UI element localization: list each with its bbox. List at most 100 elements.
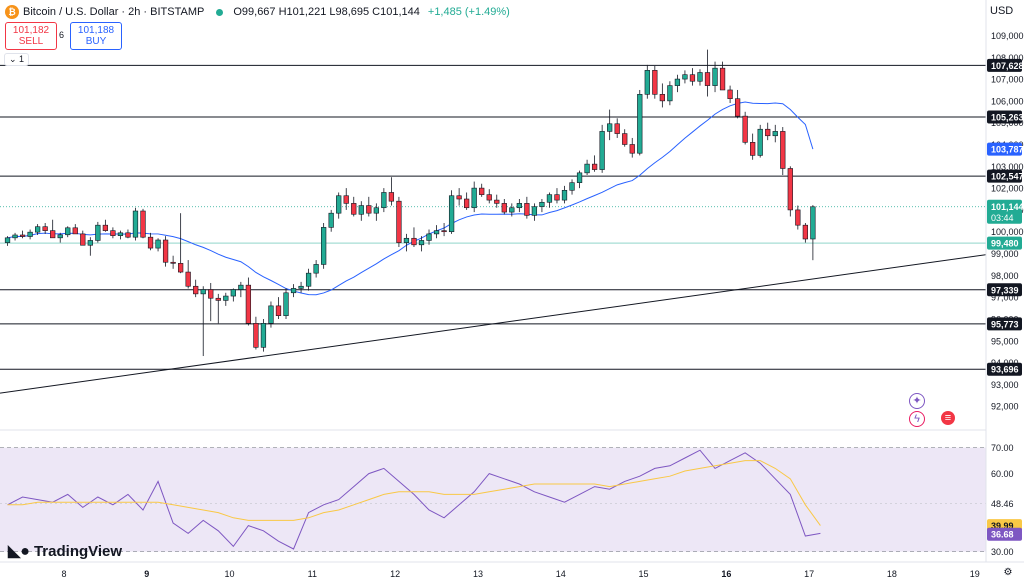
candle-body [208, 289, 214, 299]
sell-label: SELL [18, 36, 44, 47]
candle [245, 277, 252, 326]
us-flag-icon[interactable]: ≡ [941, 411, 955, 425]
buy-button[interactable]: 101,188 BUY [70, 22, 122, 50]
candle-body [418, 240, 425, 246]
candle-body [576, 172, 583, 183]
candle [456, 188, 462, 206]
candle-body [253, 323, 259, 348]
time-tick-label: 15 [639, 569, 649, 579]
level-price-tag-bg [987, 362, 1022, 376]
market-status-icon [216, 8, 224, 16]
trendline [0, 248, 1024, 394]
candle [4, 236, 11, 246]
sell-button[interactable]: 101,182 SELL [5, 22, 57, 50]
spread-value: 6 [59, 30, 65, 40]
settings-gear-icon[interactable]: ⚙ [1003, 567, 1013, 578]
price-tick-label: 97,000 [991, 293, 1019, 303]
rsi-value-tag-bg [987, 527, 1022, 541]
candle [268, 301, 274, 328]
candle-body [494, 199, 500, 204]
level-price-tag: 93,696 [991, 365, 1019, 375]
candle-body [561, 189, 568, 201]
candle-body [102, 224, 109, 231]
candle-body [607, 123, 613, 132]
candle [358, 201, 364, 221]
ma-line [7, 101, 814, 296]
candle-body [215, 297, 221, 301]
candle-body [667, 85, 673, 102]
time-tick-label: 13 [473, 569, 483, 579]
candle-body [539, 201, 545, 207]
rsi-tick-label: 60.00 [991, 469, 1014, 479]
candle-body [448, 195, 455, 233]
candle-body [464, 198, 470, 209]
candle [614, 118, 620, 138]
candle [569, 179, 575, 195]
candle-body [42, 226, 48, 231]
time-tick-label: 19 [970, 569, 980, 579]
candle-body [659, 94, 665, 102]
candle [802, 223, 808, 243]
candle [712, 61, 718, 93]
price-tick-label: 98,000 [991, 271, 1019, 281]
candle-body [742, 115, 748, 143]
axis-labels: 92,00093,00094,00095,00096,00097,00098,0… [61, 31, 1024, 579]
currency-label[interactable]: USD [990, 5, 1014, 17]
indicator-collapse-button[interactable]: ⌄ 1 [4, 53, 30, 66]
candle [795, 205, 801, 230]
candle-body [411, 237, 417, 246]
candle [674, 74, 681, 93]
candle-body [50, 230, 56, 239]
candle [396, 196, 402, 247]
rsi-ma-tag: 39.99 [991, 521, 1014, 531]
candle [72, 224, 78, 235]
candle [524, 196, 530, 219]
candle-body [57, 234, 63, 239]
candle-body [351, 203, 357, 215]
candle [117, 230, 124, 240]
countdown-tag: 03:44 [991, 213, 1014, 223]
candle [125, 229, 131, 239]
candle-body [396, 200, 402, 243]
candle [546, 192, 553, 208]
candle [110, 227, 116, 239]
candle [464, 192, 470, 210]
candle [305, 268, 312, 291]
candle [599, 124, 605, 173]
candle [659, 83, 665, 108]
candle [208, 282, 214, 322]
candle-body [765, 128, 771, 137]
candle-body [87, 240, 93, 246]
candle [19, 230, 26, 239]
candle [727, 85, 733, 104]
time-tick-label: 11 [308, 569, 317, 579]
candle [80, 230, 86, 246]
sparkle-icon[interactable]: ✦ [909, 393, 925, 409]
candle-body [727, 89, 733, 99]
level-price-tag: 107,628 [991, 61, 1024, 71]
candle [298, 281, 304, 293]
rsi-value-tag: 36.68 [991, 530, 1014, 540]
candle-body [682, 74, 688, 80]
level-price-tag-bg [987, 169, 1022, 183]
candle [561, 185, 568, 204]
candle [539, 199, 545, 213]
candle [132, 207, 139, 241]
candle [644, 64, 650, 99]
level-price-tag-bg [987, 283, 1022, 297]
candle [697, 69, 703, 86]
symbol-title[interactable]: Bitcoin / U.S. Dollar · 2h · BITSTAMP [23, 6, 205, 18]
candle [50, 219, 56, 239]
candle-body [65, 227, 71, 236]
candle-body [328, 212, 334, 228]
candle-body [27, 231, 33, 237]
buy-price: 101,188 [77, 25, 115, 36]
moving-average [7, 101, 814, 296]
candle-body [644, 70, 650, 95]
lightning-icon[interactable]: ϟ [909, 411, 925, 427]
candle [162, 236, 169, 267]
candle [403, 233, 410, 252]
candle-body [674, 78, 681, 86]
time-tick-label: 9 [144, 569, 149, 579]
